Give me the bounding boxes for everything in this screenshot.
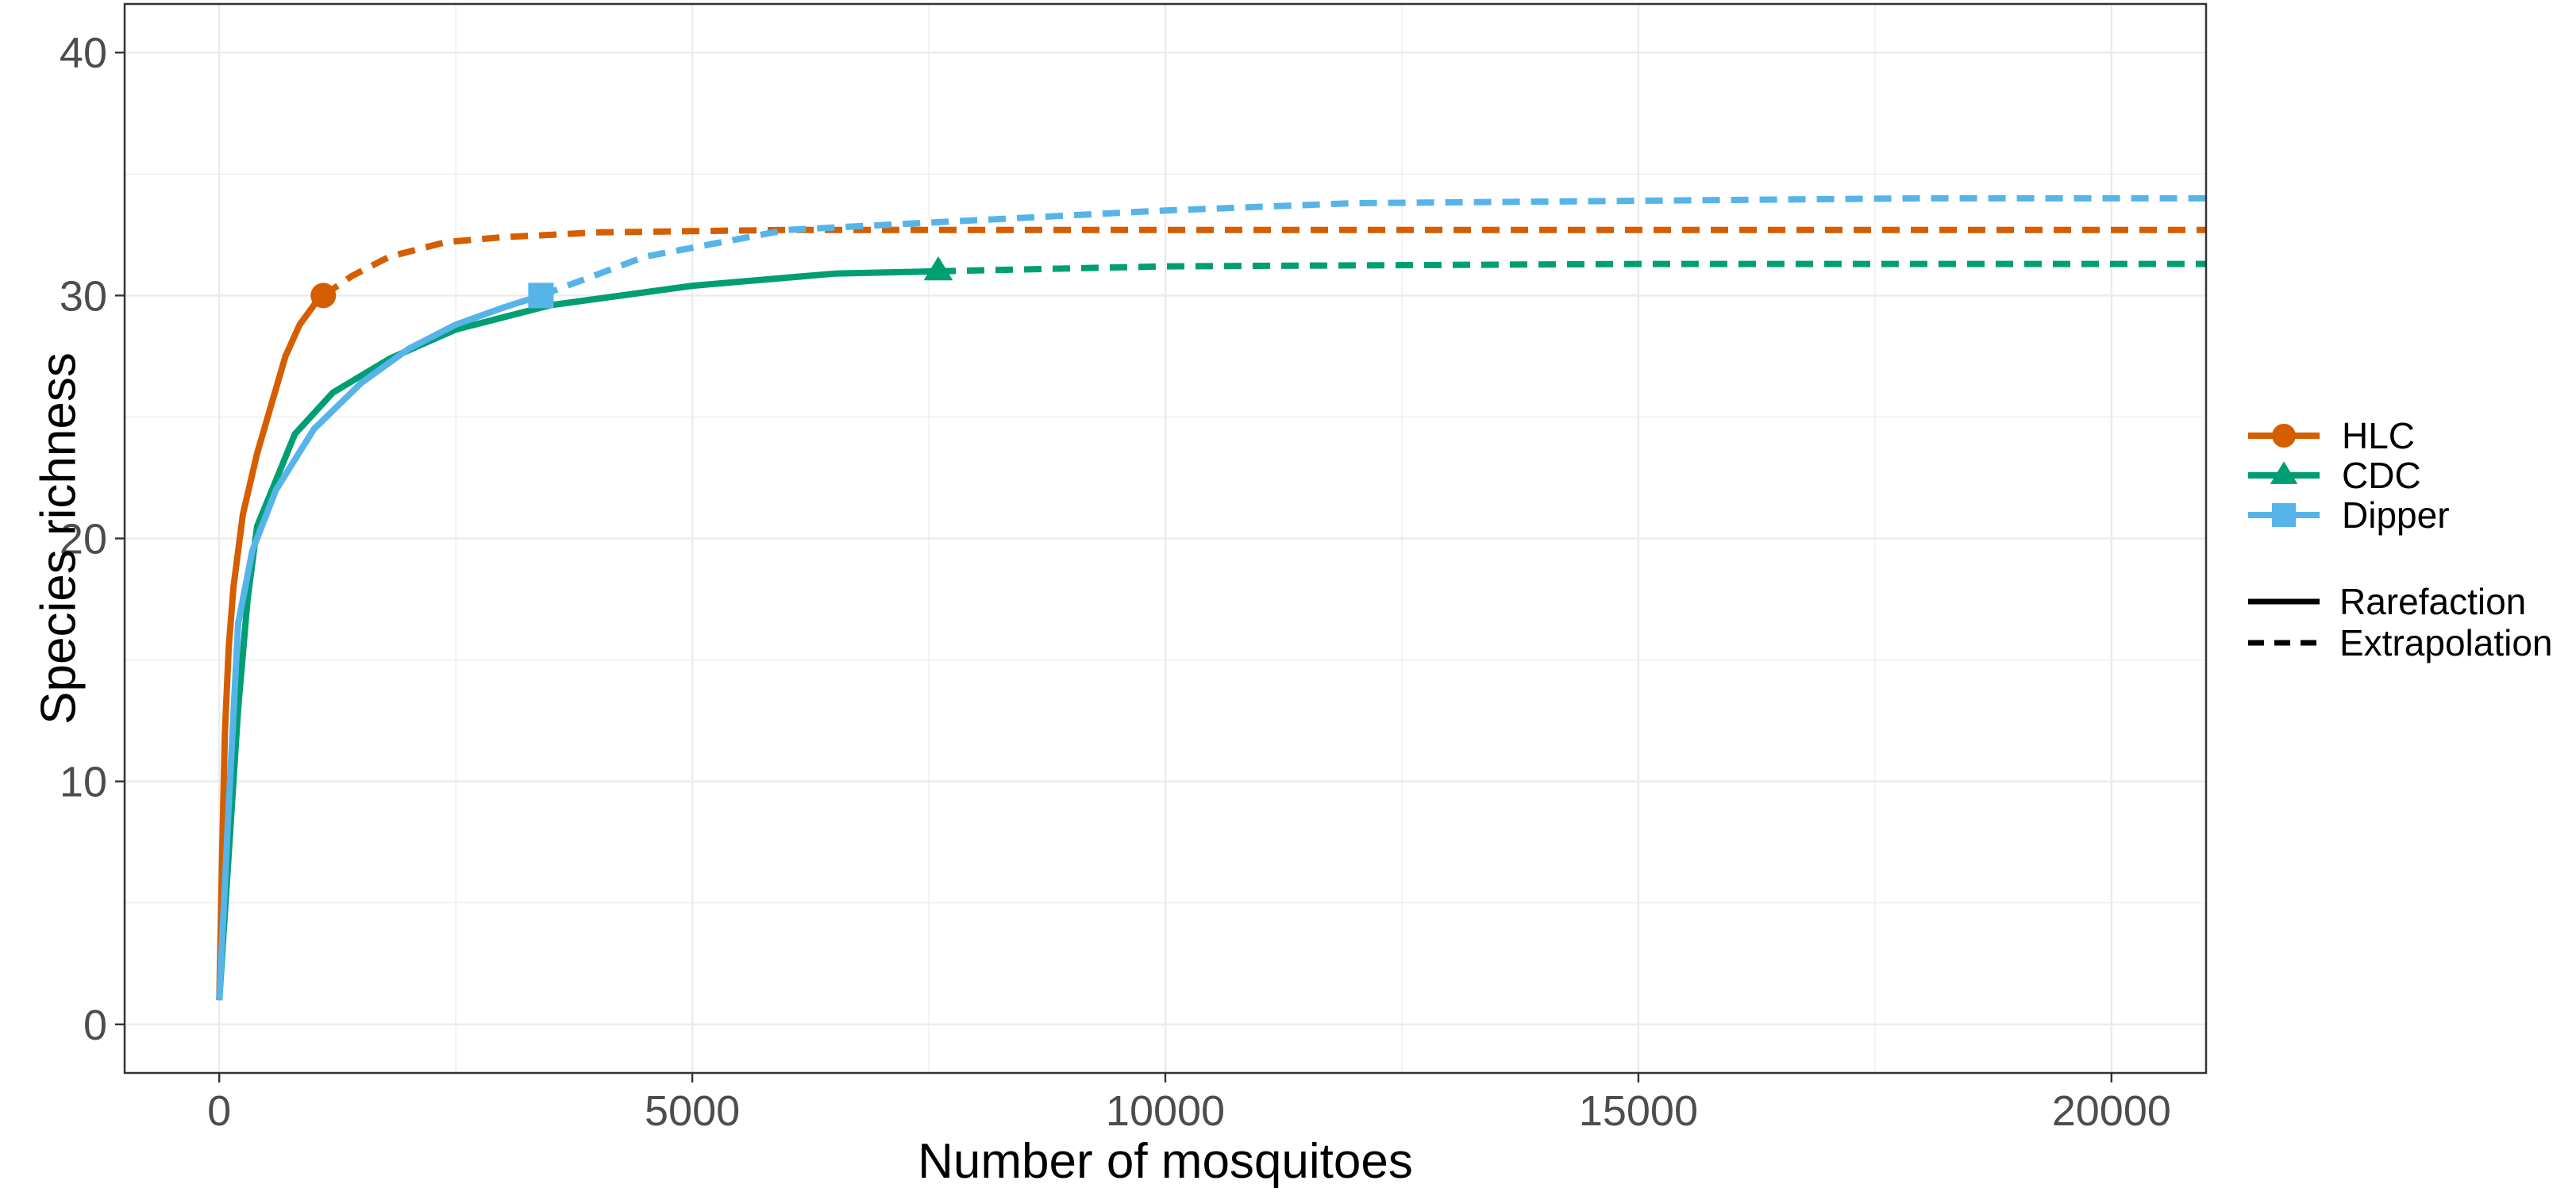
observed-point-hlc	[310, 283, 337, 309]
legend-key-marker	[2272, 503, 2296, 527]
axes: 0 5000 10000 15000 20000 0 10 20 30 40	[60, 29, 2171, 1135]
x-tick-label: 15000	[1579, 1087, 1698, 1135]
x-tick-label: 0	[207, 1087, 231, 1135]
grid-lines	[125, 4, 2206, 1073]
series-dipper	[216, 194, 2206, 1001]
legend-item-dipper: Dipper	[2248, 494, 2450, 536]
series-layer	[216, 194, 2206, 1001]
x-tick-label: 10000	[1106, 1087, 1225, 1135]
legend-label: HLC	[2342, 415, 2415, 456]
rarefaction-line-cdc	[216, 267, 939, 1001]
series-hlc	[216, 226, 2206, 1001]
extrapolation-line-dipper	[539, 194, 2206, 299]
legend-item-hlc: HLC	[2248, 415, 2415, 456]
legend-label: Extrapolation	[2339, 622, 2553, 663]
legend-label: CDC	[2342, 455, 2421, 496]
rarefaction-line-dipper	[216, 292, 542, 1001]
legend-item-rarefaction: Rarefaction	[2248, 581, 2526, 622]
legend-key-marker	[2272, 424, 2296, 448]
observed-point-dipper	[528, 283, 554, 309]
legend-item-extrapolation: Extrapolation	[2248, 622, 2553, 663]
y-tick-label: 20	[60, 516, 107, 563]
legend-key-marker	[2270, 461, 2298, 484]
legend-label: Rarefaction	[2339, 581, 2526, 622]
y-tick-label: 40	[60, 29, 107, 77]
x-tick-label: 20000	[2052, 1087, 2171, 1135]
y-tick-label: 10	[60, 759, 107, 806]
legend-label: Dipper	[2342, 494, 2450, 536]
y-axis-title: Species richness	[31, 352, 86, 725]
y-tick-label: 0	[83, 1002, 107, 1049]
extrapolation-line-hlc	[322, 226, 2206, 298]
y-tick-label: 30	[60, 272, 107, 320]
rarefaction-line-hlc	[216, 293, 326, 1001]
extrapolation-line-cdc	[938, 260, 2206, 275]
observed-point-cdc	[923, 256, 953, 281]
legend-item-cdc: CDC	[2248, 455, 2421, 496]
x-tick-label: 5000	[645, 1087, 740, 1135]
series-cdc	[216, 256, 2206, 1001]
x-axis-title: Number of mosquitoes	[918, 1134, 1413, 1189]
